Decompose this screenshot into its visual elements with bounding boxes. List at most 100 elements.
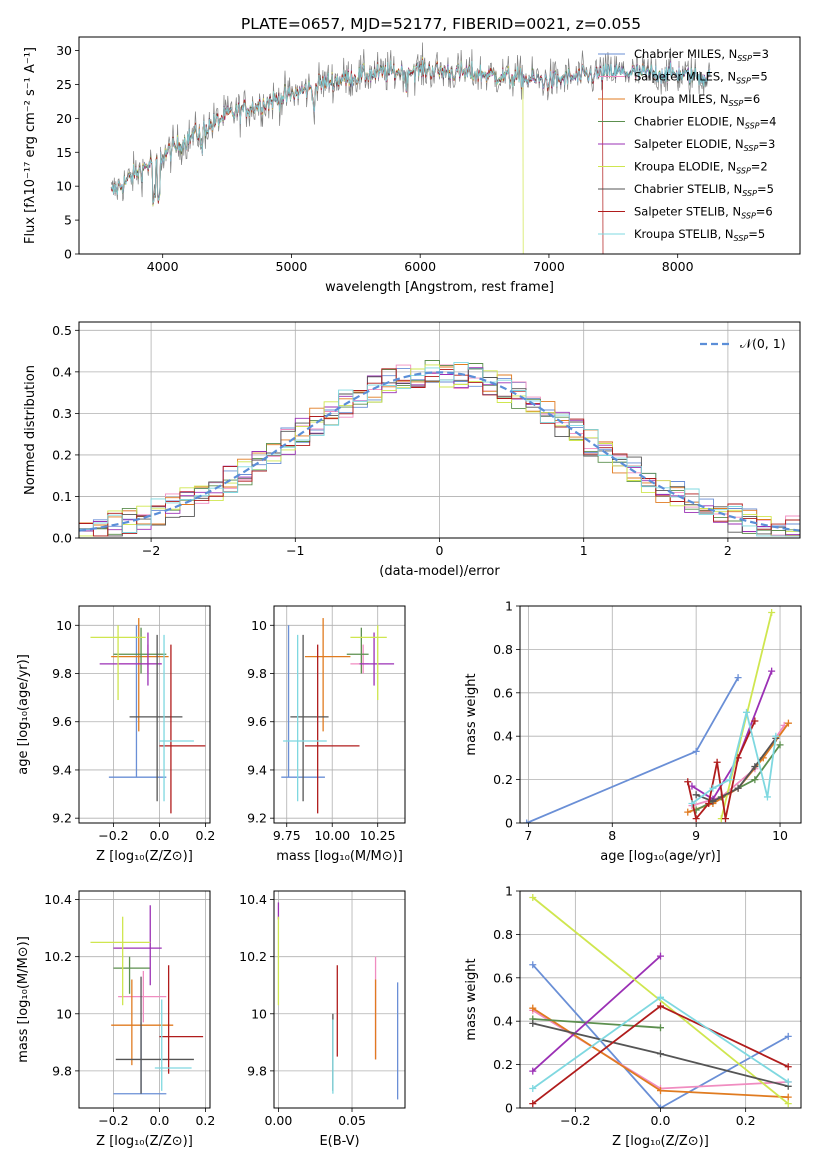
legend-entry: Salpeter MILES, NSSP=5: [634, 70, 768, 86]
series-marker: [657, 1050, 664, 1058]
grid: [274, 891, 405, 1108]
y-tick-label: 9.2: [247, 811, 267, 826]
x-tick-label: 10.00: [314, 828, 350, 843]
series-marker: [772, 732, 780, 740]
series-marker: [529, 894, 537, 902]
y-tick-label: 9.8: [52, 1063, 72, 1078]
y-tick-label: 0: [505, 816, 513, 831]
grid: [520, 605, 801, 824]
series-line: [532, 955, 662, 1072]
y-axis-label: mass weight: [464, 958, 479, 1040]
x-tick-label: 0.0: [149, 1113, 169, 1128]
series-marker: [784, 1063, 792, 1071]
series-marker: [657, 1104, 664, 1108]
y-tick-label: 0: [64, 247, 72, 262]
y-tick-label: 10: [56, 618, 72, 633]
x-tick-label: 6000: [404, 259, 436, 274]
legend-entry: Chabrier ELODIE, NSSP=4: [634, 115, 776, 131]
series-marker: [763, 793, 771, 801]
series-marker: [692, 791, 700, 799]
series-line: [532, 964, 789, 1108]
x-tick-label: 0.00: [264, 1113, 292, 1128]
x-tick-label: 0.2: [195, 828, 215, 843]
model-spectrum-line: [110, 59, 711, 204]
y-tick-label: 9.8: [247, 666, 267, 681]
errorbars: [281, 618, 395, 814]
axes-frame: [519, 890, 802, 1109]
x-tick-label: 0.0: [651, 1113, 671, 1128]
legend-nssp: =5: [757, 182, 774, 196]
x-tick-label: −0.2: [98, 1113, 128, 1128]
legend-label: Kroupa MILES, N: [634, 92, 729, 106]
x-tick-label: −1: [286, 543, 304, 558]
x-tick-label: 0.2: [736, 1113, 756, 1128]
legend-subscript: SSP: [737, 54, 752, 63]
axes-frame: [78, 890, 211, 1109]
observed-spectrum-line: [110, 42, 711, 207]
x-tick-label: −2: [142, 543, 160, 558]
y-tick-label: 10.2: [239, 949, 267, 964]
series-marker: [751, 763, 759, 771]
legend-entry: Chabrier STELIB, NSSP=5: [634, 182, 774, 198]
legend-subscript: SSP: [734, 234, 749, 243]
legend-nssp: =6: [756, 205, 773, 219]
y-tick-label: 9.2: [52, 811, 72, 826]
axes-frame: [78, 36, 801, 255]
legend-entry: Kroupa ELODIE, NSSP=2: [634, 160, 768, 176]
x-tick-label: 0.05: [338, 1113, 366, 1128]
x-tick-label: 9.75: [273, 828, 301, 843]
x-axis-label: wavelength [Angstrom, rest frame]: [325, 280, 554, 295]
errorbars: [277, 902, 399, 1100]
legend-label: Salpeter MILES, N: [634, 70, 736, 84]
legend-nssp: =6: [743, 92, 760, 106]
y-tick-label: 1: [505, 884, 513, 899]
series-marker: [742, 708, 750, 716]
series-marker: [529, 1019, 537, 1027]
series-marker: [709, 784, 717, 792]
model-spectrum-line: [111, 58, 710, 206]
legend-entry: Salpeter STELIB, NSSP=6: [634, 205, 773, 221]
spectrum-panel: 4000 5000 6000 7000 8000 0 5 10 15 20 25 30 waveleng…: [23, 36, 801, 295]
y-tick-label: 0.5: [52, 323, 72, 338]
series-marker: [768, 667, 776, 675]
legend-label: Chabrier MILES, N: [634, 47, 737, 61]
series-marker: [709, 797, 717, 805]
y-tick-label: 0.2: [493, 1057, 513, 1072]
series-line: [691, 670, 773, 801]
y-tick-label: 25: [56, 77, 72, 92]
series-marker: [657, 1087, 664, 1095]
legend-label: Chabrier STELIB, N: [634, 182, 742, 196]
legend-nssp: =2: [751, 160, 768, 174]
errorbars: [90, 905, 204, 1095]
y-tick-label: 0.4: [52, 364, 72, 379]
model-spectrum-line: [110, 58, 711, 205]
y-tick-label: 10: [56, 1006, 72, 1021]
y-tick-label: 0.2: [52, 447, 72, 462]
legend-label: Kroupa STELIB, N: [634, 227, 734, 241]
model-spectrum-line: [110, 57, 711, 204]
series-marker: [705, 799, 713, 807]
x-tick-label: −0.2: [560, 1113, 590, 1128]
series-marker: [722, 815, 730, 823]
model-spectrum-line: [110, 56, 524, 254]
y-axis-label: Flux [fλ10⁻¹⁷ erg cm⁻² s⁻¹ A⁻¹]: [23, 47, 38, 244]
series-marker: [657, 952, 664, 960]
y-tick-label: 10: [251, 618, 267, 633]
legend-label: Kroupa ELODIE, N: [634, 160, 736, 174]
series-line: [532, 1018, 661, 1029]
axes-frame: [273, 605, 406, 824]
series-marker: [657, 1002, 664, 1010]
y-tick-label: 10.4: [239, 892, 267, 907]
age-vs-mass-panel: 9.75 10.00 10.25 9.2 9.4 9.6 9.8 10 mass [log₁₀(…: [247, 605, 406, 864]
legend-entry: Kroupa STELIB, NSSP=5: [634, 227, 765, 243]
legend-nssp: =4: [760, 115, 777, 129]
legend-label: Salpeter ELODIE, N: [634, 137, 744, 151]
legend-nssp: =5: [748, 227, 765, 241]
series-marker: [734, 784, 742, 792]
legend-subscript: SSP: [742, 189, 757, 198]
spectrum-data: [110, 42, 711, 254]
x-tick-label: 2: [724, 543, 732, 558]
legend-nssp: =5: [751, 70, 768, 84]
x-tick-label: 8: [608, 828, 616, 843]
series: [523, 609, 792, 823]
